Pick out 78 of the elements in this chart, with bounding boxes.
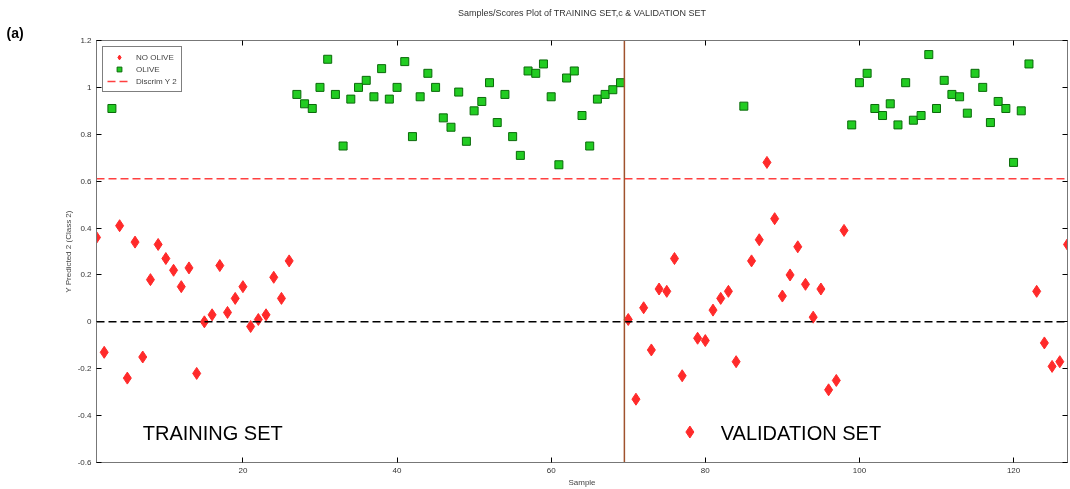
point	[646, 343, 656, 357]
legend-label: NO OLIVE	[136, 52, 174, 62]
point	[145, 273, 155, 287]
point	[1039, 336, 1049, 350]
point	[631, 392, 641, 406]
point	[1032, 284, 1042, 298]
point	[654, 282, 664, 296]
point	[169, 263, 179, 277]
y-tick-label: -0.6	[77, 458, 93, 467]
point	[130, 235, 140, 249]
x-axis-title: Sample	[568, 477, 597, 487]
legend-label: Discrim Y 2	[136, 76, 177, 86]
point	[238, 280, 248, 294]
point	[777, 289, 787, 303]
chart-title: Samples/Scores Plot of TRAINING SET,c & VALIDATION SET	[457, 7, 707, 18]
x-tick-label: 80	[700, 465, 711, 475]
y-tick-label: 0.4	[80, 223, 93, 233]
y-tick-label: -0.2	[77, 364, 93, 374]
point	[747, 254, 757, 268]
point	[800, 277, 810, 291]
point	[708, 303, 718, 317]
y-tick-label: 1.2	[80, 36, 93, 45]
point	[816, 282, 826, 296]
x-tick-label: 60	[546, 465, 557, 475]
point	[700, 334, 710, 348]
x-tick-label: 100	[852, 465, 867, 475]
point	[677, 369, 687, 383]
point	[1047, 359, 1057, 373]
point	[716, 291, 726, 305]
y-tick-label: 0.6	[80, 176, 93, 186]
y-tick-label: 0.8	[80, 129, 93, 139]
point	[223, 305, 233, 319]
point	[762, 155, 772, 169]
point	[793, 240, 803, 254]
point	[808, 310, 818, 324]
point	[161, 252, 171, 266]
point	[115, 219, 125, 233]
point	[770, 212, 780, 226]
point	[824, 383, 834, 397]
point	[207, 308, 217, 322]
point	[230, 291, 240, 305]
x-tick-label: 120	[1006, 465, 1021, 475]
point	[284, 254, 294, 268]
point	[662, 284, 672, 298]
point	[122, 371, 132, 385]
point	[639, 301, 649, 315]
legend-label: OLIVE	[136, 64, 160, 74]
y-tick-label: 0	[87, 317, 93, 327]
point	[269, 270, 279, 284]
point	[693, 331, 703, 345]
y-tick-label: -0.4	[77, 411, 93, 421]
point	[99, 345, 109, 359]
point	[176, 280, 186, 294]
text: (a)	[6, 24, 24, 41]
y-axis-title: Y Predicted 2 (Class 2)	[63, 210, 73, 293]
point	[754, 233, 764, 247]
point	[261, 308, 271, 322]
point	[785, 268, 795, 282]
point	[1055, 355, 1065, 369]
point	[731, 355, 741, 369]
point	[215, 259, 225, 273]
point	[831, 373, 841, 387]
point	[276, 291, 286, 305]
annotation: VALIDATION SET	[720, 421, 882, 444]
y-tick-label: 1	[87, 82, 93, 92]
point	[246, 320, 256, 334]
y-tick-label: 0.2	[80, 270, 93, 280]
point	[723, 284, 733, 298]
annotation: TRAINING SET	[142, 421, 283, 444]
point	[839, 223, 849, 237]
point	[669, 252, 679, 266]
point	[685, 425, 695, 439]
point	[138, 350, 148, 364]
x-tick-label: 20	[238, 465, 248, 475]
point	[184, 261, 194, 275]
point	[153, 237, 163, 251]
point	[192, 366, 202, 380]
x-tick-label: 40	[392, 465, 403, 475]
